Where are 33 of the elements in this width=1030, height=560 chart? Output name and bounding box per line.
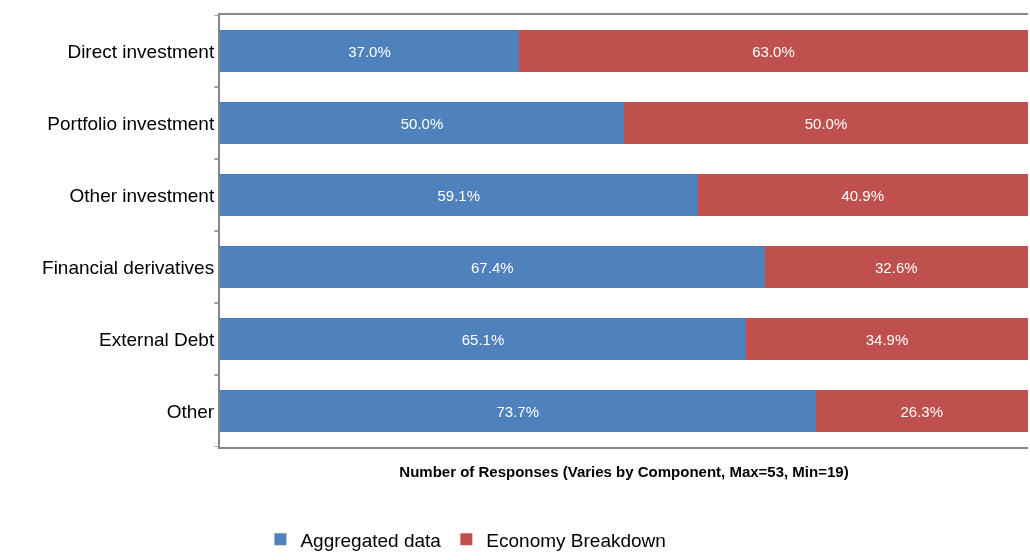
data-label: 59.1% (437, 186, 481, 204)
bar (220, 174, 698, 216)
bar (746, 318, 1028, 360)
data-label: 63.0% (752, 42, 795, 60)
legend-label: Economy Breakdown (486, 529, 666, 551)
bar (518, 30, 1028, 72)
data-label: 50.0% (804, 114, 848, 132)
data-label: 40.9% (841, 186, 885, 204)
y-tick-label: Portfolio investment (47, 112, 215, 134)
bar (220, 102, 624, 144)
bar (624, 102, 1028, 144)
bar (220, 30, 519, 72)
data-label: 34.9% (865, 330, 909, 348)
y-tick-label: Financial derivatives (42, 256, 215, 278)
data-label: 37.0% (348, 42, 391, 60)
y-tick-label: Other (166, 400, 215, 422)
y-tick-label: External Debt (99, 328, 215, 350)
bar (764, 246, 1028, 288)
y-tick-label: Direct investment (67, 40, 215, 62)
data-label: 65.1% (461, 330, 505, 348)
bar (815, 390, 1028, 432)
data-label: 32.6% (875, 258, 918, 276)
legend-label: Aggregated data (300, 529, 442, 551)
data-label: 26.3% (900, 402, 944, 420)
data-label: 73.7% (496, 402, 540, 420)
x-axis-title: Number of Responses (Varies by Component, Max=53, Min=19) (399, 462, 849, 480)
bar (220, 318, 747, 360)
bar (220, 246, 765, 288)
data-label: 50.0% (400, 114, 444, 132)
bar (220, 390, 816, 432)
data-label: 67.4% (471, 258, 514, 276)
y-tick-label: Other investment (69, 184, 215, 206)
bar (697, 174, 1028, 216)
